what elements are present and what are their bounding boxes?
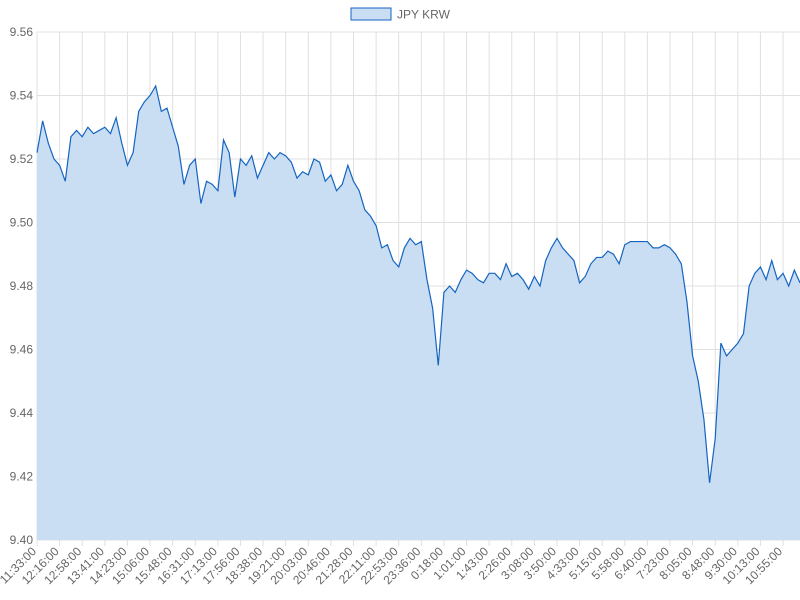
y-tick-label: 9.48 xyxy=(10,279,34,293)
y-tick-label: 9.42 xyxy=(10,470,34,484)
y-tick-label: 9.50 xyxy=(10,216,34,230)
y-tick-label: 9.44 xyxy=(10,406,34,420)
legend-swatch xyxy=(350,7,392,21)
line xyxy=(36,84,800,483)
y-tick-label: 9.52 xyxy=(10,152,34,166)
y-tick-label: 9.46 xyxy=(10,343,34,357)
y-tick-label: 9.56 xyxy=(10,25,34,39)
y-tick-label: 9.40 xyxy=(10,533,34,547)
area xyxy=(37,85,800,540)
y-tick-label: 9.54 xyxy=(10,89,34,103)
legend-label: JPY KRW xyxy=(397,8,451,22)
